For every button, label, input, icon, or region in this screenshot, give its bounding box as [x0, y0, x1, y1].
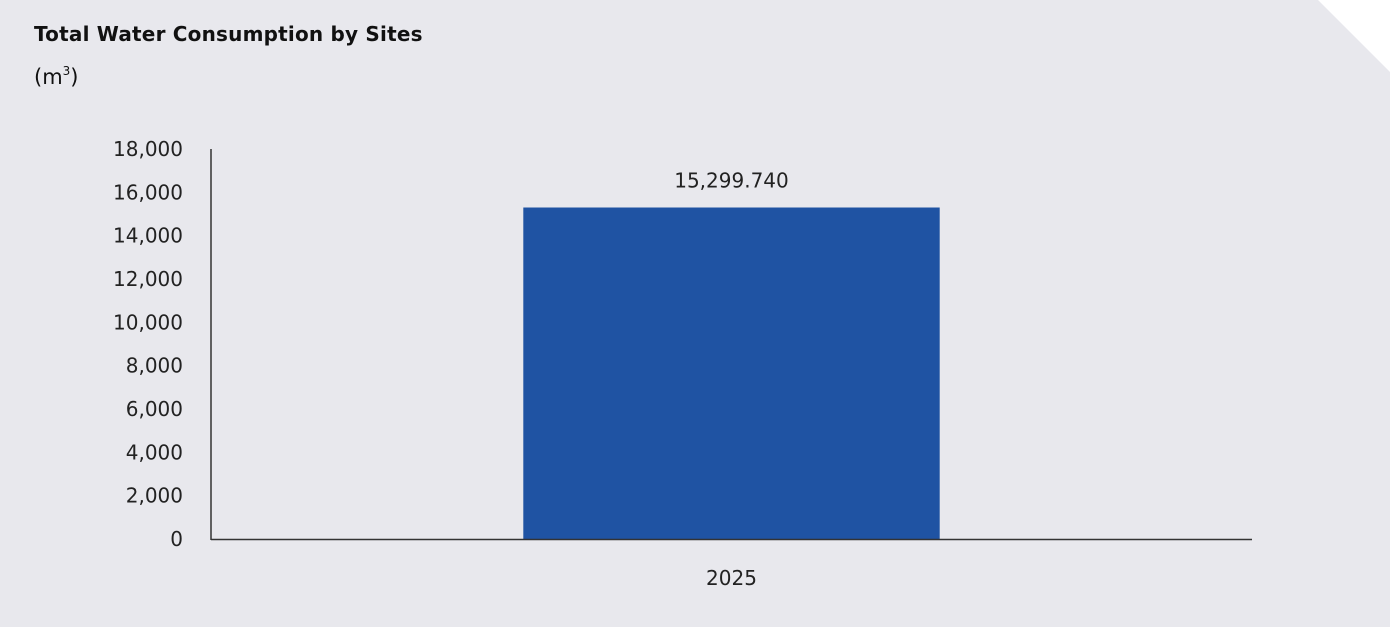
y-tick-label: 2,000	[126, 484, 183, 508]
chart-title: Total Water Consumption by Sites	[34, 22, 423, 46]
unit-prefix: (m	[34, 65, 63, 89]
y-tick-label: 14,000	[113, 224, 183, 248]
y-tick-label: 8,000	[126, 354, 183, 378]
y-tick-label: 12,000	[113, 267, 183, 291]
bar-2025[interactable]	[523, 207, 940, 540]
chart-unit: (m3)	[34, 64, 79, 89]
unit-superscript: 3	[62, 64, 71, 78]
y-tick-label: 10,000	[113, 310, 183, 334]
unit-suffix: )	[70, 65, 79, 89]
y-tick-label: 4,000	[126, 440, 183, 464]
y-tick-label: 0	[170, 527, 183, 551]
x-tick-label: 2025	[706, 566, 757, 590]
y-tick-label: 18,000	[113, 137, 183, 161]
y-tick-label: 16,000	[113, 180, 183, 204]
y-tick-label: 6,000	[126, 397, 183, 421]
bar-data-label: 15,299.740	[674, 169, 789, 193]
